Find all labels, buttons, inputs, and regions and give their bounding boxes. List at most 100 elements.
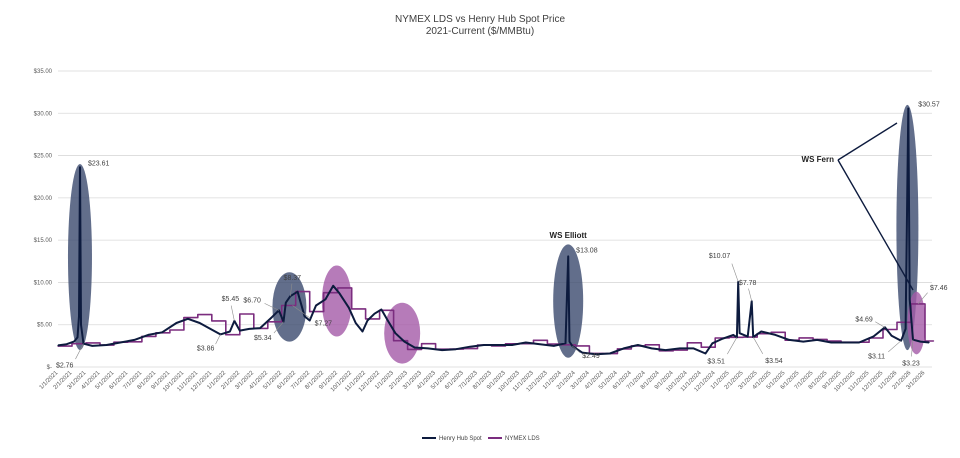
- data-point: [441, 349, 443, 351]
- data-label-leader: [230, 305, 235, 321]
- legend-label-nymex-lds: NYMEX LDS: [505, 436, 540, 442]
- data-point: [79, 166, 81, 168]
- data-point: [497, 344, 499, 346]
- y-tick-label: $30.00: [34, 111, 53, 117]
- data-point: [239, 313, 241, 315]
- data-point: [872, 335, 874, 338]
- data-label: $2.76: [56, 363, 74, 370]
- data-label-leader: [727, 337, 738, 355]
- y-tick-label: $-: [47, 365, 52, 371]
- data-label: $5.34: [254, 335, 272, 342]
- data-point: [394, 332, 397, 334]
- data-label: $3.86: [197, 345, 215, 352]
- data-point: [351, 308, 353, 310]
- y-tick-label: $5.00: [37, 323, 53, 329]
- data-point: [739, 332, 741, 334]
- data-point: [532, 339, 535, 341]
- data-point: [595, 353, 597, 355]
- data-point: [413, 346, 416, 349]
- data-point: [564, 342, 567, 344]
- data-point: [78, 315, 80, 317]
- data-point: [711, 342, 714, 344]
- data-point: [420, 343, 423, 345]
- data-point: [905, 328, 907, 330]
- data-point: [296, 291, 299, 293]
- data-point: [332, 285, 334, 287]
- data-point: [553, 345, 555, 347]
- data-point: [539, 343, 541, 345]
- data-point: [285, 302, 287, 304]
- data-label: $3.23: [902, 361, 920, 368]
- data-point: [113, 341, 115, 343]
- data-point: [469, 346, 471, 348]
- highlight-ellipse: [272, 272, 307, 342]
- data-point: [609, 352, 611, 355]
- data-point: [355, 322, 357, 324]
- data-point: [679, 347, 681, 349]
- data-label: $8.37: [284, 275, 302, 282]
- data-point: [788, 339, 790, 341]
- data-label-leader: [290, 283, 293, 297]
- data-point: [928, 341, 930, 344]
- data-label-leader: [264, 303, 280, 311]
- y-tick-label: $15.00: [34, 238, 53, 244]
- data-point: [76, 336, 79, 338]
- data-point: [567, 255, 569, 257]
- data-point: [844, 341, 846, 344]
- data-point: [742, 336, 744, 338]
- data-point: [700, 346, 702, 348]
- data-point: [187, 318, 189, 320]
- annotation-ws-fern: WS Fern: [802, 155, 835, 164]
- data-point: [229, 330, 231, 333]
- data-point: [686, 342, 688, 344]
- data-label-leader: [292, 305, 311, 319]
- data-point: [387, 320, 389, 322]
- data-point: [802, 341, 804, 343]
- data-point: [380, 308, 383, 311]
- data-point: [147, 334, 149, 336]
- data-label-leader: [731, 263, 739, 282]
- data-point: [784, 339, 786, 341]
- data-point: [919, 341, 922, 343]
- data-point: [692, 347, 695, 349]
- data-point: [309, 311, 311, 313]
- annotation-ws-elliott: WS Elliott: [550, 231, 588, 240]
- data-point: [616, 348, 618, 350]
- data-point: [208, 327, 210, 329]
- data-point: [704, 352, 707, 355]
- data-point: [816, 339, 818, 341]
- data-label: $23.61: [88, 160, 110, 167]
- data-label: $4.69: [855, 316, 873, 323]
- data-point: [169, 329, 171, 331]
- data-point: [225, 334, 227, 336]
- data-point: [858, 341, 860, 344]
- data-point: [427, 347, 429, 349]
- highlight-ellipse: [321, 265, 352, 337]
- data-point: [133, 339, 136, 341]
- data-point: [309, 319, 311, 322]
- data-label: $30.57: [918, 101, 940, 108]
- data-label: $5.45: [222, 296, 240, 303]
- data-point: [323, 292, 325, 294]
- data-point: [623, 347, 625, 349]
- data-point: [483, 344, 485, 346]
- data-point: [406, 348, 409, 351]
- data-point: [57, 344, 59, 347]
- data-label: $13.08: [576, 247, 598, 254]
- data-point: [361, 330, 364, 333]
- data-point: [271, 316, 273, 318]
- data-label-leader: [888, 340, 902, 353]
- data-point: [830, 341, 832, 344]
- data-point: [774, 334, 776, 336]
- data-point: [637, 344, 639, 346]
- data-label-leader: [75, 343, 84, 360]
- data-point: [73, 341, 75, 343]
- data-point: [366, 319, 369, 322]
- y-tick-label: $20.00: [34, 196, 53, 202]
- data-point: [798, 337, 800, 339]
- data-point: [80, 324, 82, 326]
- data-label-leader: [911, 339, 914, 357]
- annotation-ws-fern-pointer: [837, 122, 914, 291]
- data-point: [455, 348, 457, 350]
